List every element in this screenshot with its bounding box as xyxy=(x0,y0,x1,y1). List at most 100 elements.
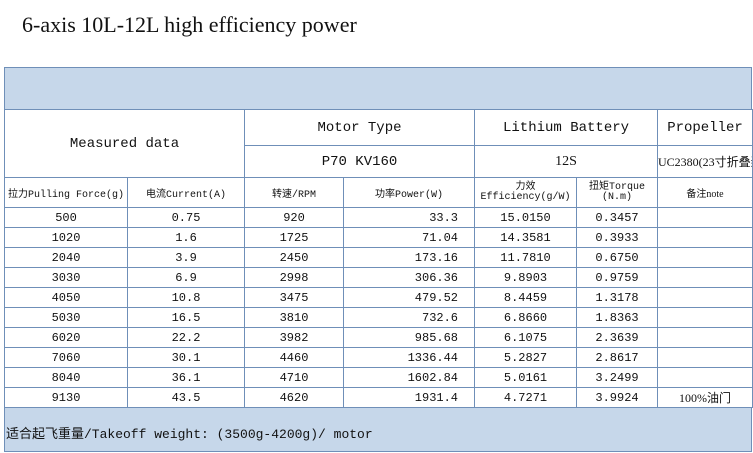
cell-note xyxy=(657,367,753,388)
cell-eff: 6.8660 xyxy=(474,307,578,328)
cell-eff: 5.2827 xyxy=(474,347,578,368)
cell-pull: 6020 xyxy=(4,327,128,348)
cell-current: 3.9 xyxy=(127,247,245,268)
table-row: 7060 30.1 4460 1336.44 5.2827 2.8617 xyxy=(4,347,753,368)
col-rpm: 转速/RPM xyxy=(244,177,344,208)
page-title: 6-axis 10L-12L high efficiency power xyxy=(22,12,357,37)
cell-rpm: 2998 xyxy=(244,267,344,288)
cell-current: 1.6 xyxy=(127,227,245,248)
data-table: Measured data Motor Type Lithium Battery… xyxy=(4,109,753,408)
cell-current: 10.8 xyxy=(127,287,245,308)
cell-pull: 2040 xyxy=(4,247,128,268)
cell-current: 36.1 xyxy=(127,367,245,388)
cell-power: 732.6 xyxy=(342,307,476,328)
col-torque: 扭矩Torque (N.m) xyxy=(576,177,659,208)
cell-power: 1602.84 xyxy=(342,367,476,388)
cell-power: 1336.44 xyxy=(342,347,476,368)
cell-pull: 5030 xyxy=(4,307,128,328)
battery-value: 12S xyxy=(474,145,659,178)
cell-power: 33.3 xyxy=(342,207,476,228)
cell-note: 100%油门 xyxy=(657,387,753,408)
col-current: 电流Current(A) xyxy=(127,177,245,208)
cell-power: 985.68 xyxy=(342,327,476,348)
table-row: 3030 6.9 2998 306.36 9.8903 0.9759 xyxy=(4,267,753,288)
battery-label: Lithium Battery xyxy=(474,109,659,146)
cell-rpm: 3475 xyxy=(244,287,344,308)
cell-pull: 7060 xyxy=(4,347,128,368)
col-torque-cn: 扭矩Torque xyxy=(589,181,646,193)
table-row: 5030 16.5 3810 732.6 6.8660 1.8363 xyxy=(4,307,753,328)
propeller-value: UC2380(23寸折叠桨) xyxy=(657,145,753,178)
cell-eff: 5.0161 xyxy=(474,367,578,388)
cell-current: 16.5 xyxy=(127,307,245,328)
cell-eff: 6.1075 xyxy=(474,327,578,348)
cell-note xyxy=(657,347,753,368)
cell-power: 71.04 xyxy=(342,227,476,248)
cell-torque: 3.9924 xyxy=(576,387,659,408)
cell-note xyxy=(657,247,753,268)
cell-note xyxy=(657,307,753,328)
table-row: 4050 10.8 3475 479.52 8.4459 1.3178 xyxy=(4,287,753,308)
cell-pull: 3030 xyxy=(4,267,128,288)
measured-data-label: Measured data xyxy=(4,109,245,178)
cell-note xyxy=(657,327,753,348)
col-efficiency-en: Efficiency(g/W) xyxy=(480,191,571,203)
table-row: 9130 43.5 4620 1931.4 4.7271 3.9924 100%油门 xyxy=(4,387,753,408)
cell-rpm: 2450 xyxy=(244,247,344,268)
cell-torque: 0.3457 xyxy=(576,207,659,228)
cell-current: 22.2 xyxy=(127,327,245,348)
col-torque-unit: (N.m) xyxy=(602,191,633,203)
table-row: 1020 1.6 1725 71.04 14.3581 0.3933 xyxy=(4,227,753,248)
cell-torque: 0.6750 xyxy=(576,247,659,268)
propeller-label: Propeller xyxy=(657,109,753,146)
motor-value: P70 KV160 xyxy=(243,145,476,178)
cell-rpm: 1725 xyxy=(244,227,344,248)
cell-pull: 500 xyxy=(4,207,128,228)
cell-rpm: 4460 xyxy=(244,347,344,368)
cell-rpm: 920 xyxy=(244,207,344,228)
col-efficiency: 力效 Efficiency(g/W) xyxy=(474,177,578,208)
table-row: 8040 36.1 4710 1602.84 5.0161 3.2499 xyxy=(4,367,753,388)
cell-torque: 1.3178 xyxy=(576,287,659,308)
cell-pull: 9130 xyxy=(4,387,128,408)
cell-torque: 0.9759 xyxy=(576,267,659,288)
cell-current: 6.9 xyxy=(127,267,245,288)
cell-eff: 8.4459 xyxy=(474,287,578,308)
cell-power: 479.52 xyxy=(342,287,476,308)
cell-pull: 1020 xyxy=(4,227,128,248)
cell-torque: 2.8617 xyxy=(576,347,659,368)
col-note: 备注note xyxy=(657,177,753,208)
cell-note xyxy=(657,287,753,308)
col-pull: 拉力Pulling Force(g) xyxy=(4,177,128,208)
table-row: 500 0.75 920 33.3 15.0150 0.3457 xyxy=(4,207,753,228)
takeoff-weight-note: 适合起飞重量/Takeoff weight: (3500g-4200g)/ mo… xyxy=(6,427,373,442)
cell-rpm: 4710 xyxy=(244,367,344,388)
cell-note xyxy=(657,227,753,248)
cell-power: 1931.4 xyxy=(342,387,476,408)
cell-power: 173.16 xyxy=(342,247,476,268)
cell-note xyxy=(657,207,753,228)
cell-eff: 9.8903 xyxy=(474,267,578,288)
cell-rpm: 3982 xyxy=(244,327,344,348)
col-efficiency-cn: 力效 xyxy=(515,181,536,193)
cell-eff: 14.3581 xyxy=(474,227,578,248)
cell-power: 306.36 xyxy=(342,267,476,288)
cell-pull: 4050 xyxy=(4,287,128,308)
col-power: 功率Power(W) xyxy=(342,177,476,208)
cell-eff: 15.0150 xyxy=(474,207,578,228)
cell-torque: 0.3933 xyxy=(576,227,659,248)
cell-eff: 4.7271 xyxy=(474,387,578,408)
cell-torque: 2.3639 xyxy=(576,327,659,348)
cell-rpm: 4620 xyxy=(244,387,344,408)
cell-pull: 8040 xyxy=(4,367,128,388)
cell-rpm: 3810 xyxy=(244,307,344,328)
cell-current: 0.75 xyxy=(127,207,245,228)
cell-current: 43.5 xyxy=(127,387,245,408)
cell-current: 30.1 xyxy=(127,347,245,368)
cell-eff: 11.7810 xyxy=(474,247,578,268)
cell-torque: 1.8363 xyxy=(576,307,659,328)
cell-note xyxy=(657,267,753,288)
cell-torque: 3.2499 xyxy=(576,367,659,388)
table-row: 2040 3.9 2450 173.16 11.7810 0.6750 xyxy=(4,247,753,268)
motor-type-label: Motor Type xyxy=(243,109,476,146)
